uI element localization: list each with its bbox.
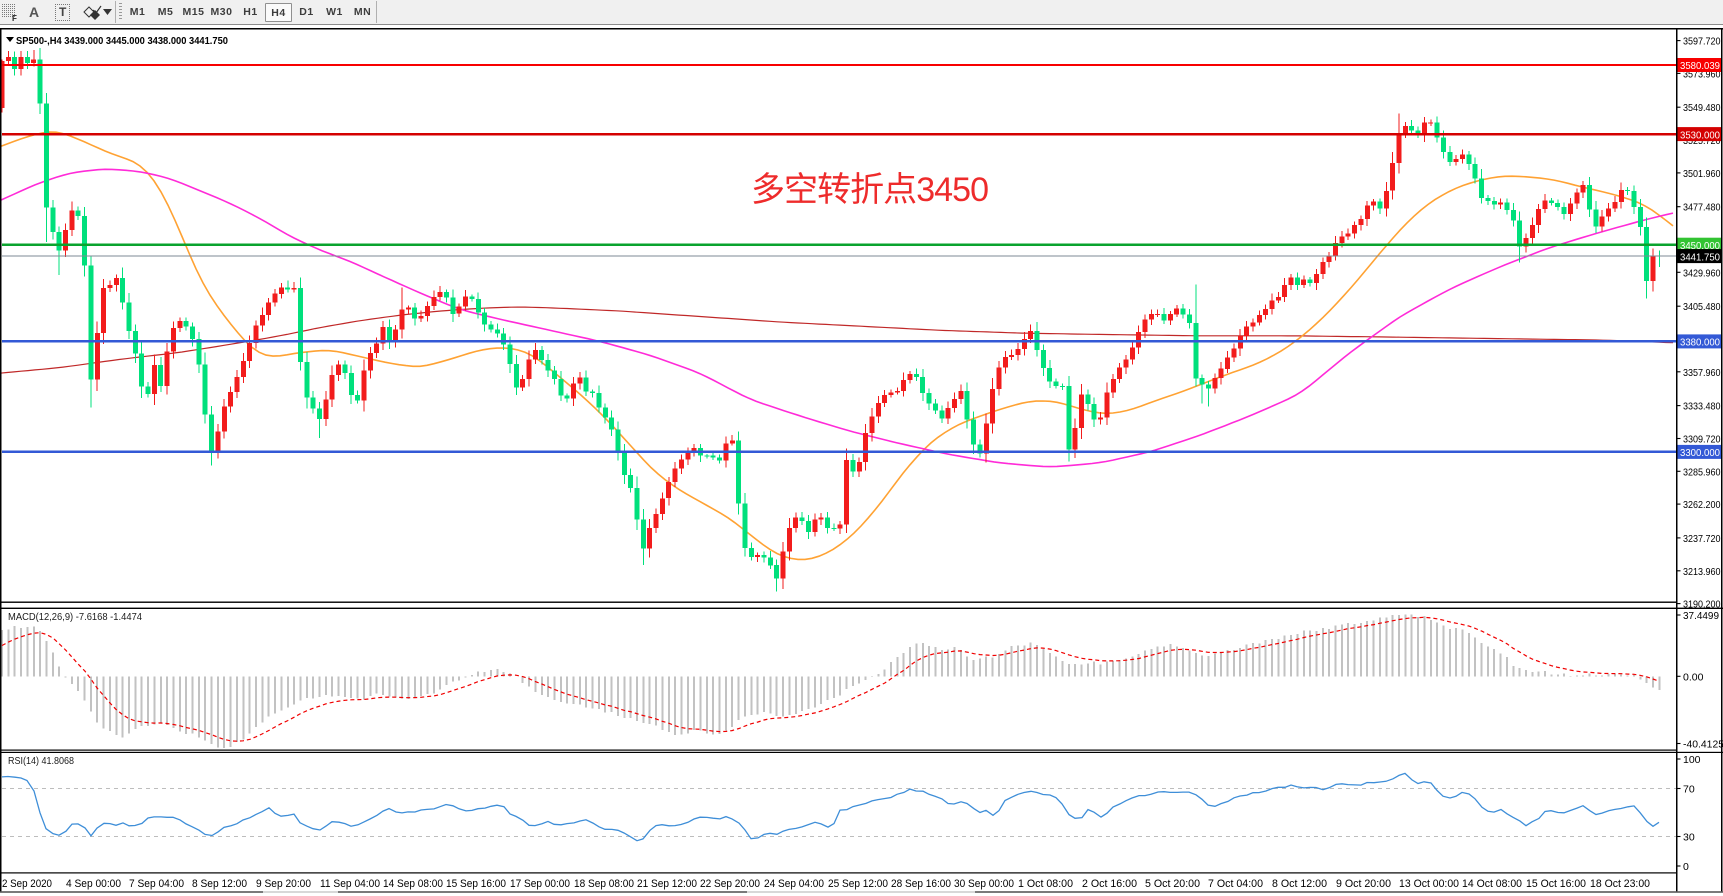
svg-text:11 Sep 04:00: 11 Sep 04:00 <box>320 878 380 890</box>
svg-text:4 Sep 00:00: 4 Sep 00:00 <box>66 878 121 890</box>
svg-text:7 Oct 04:00: 7 Oct 04:00 <box>1208 878 1263 890</box>
svg-text:2 Sep 2020: 2 Sep 2020 <box>2 878 52 890</box>
svg-text:3549.480: 3549.480 <box>1683 102 1721 114</box>
svg-text:2 Oct 16:00: 2 Oct 16:00 <box>1082 878 1137 890</box>
svg-text:多空转折点3450: 多空转折点3450 <box>751 171 989 209</box>
svg-text:SP500-,H4 3439.000 3445.000 3: SP500-,H4 3439.000 3445.000 3438.000 344… <box>16 35 228 47</box>
svg-text:3380.000: 3380.000 <box>1680 337 1720 349</box>
svg-text:13 Oct 00:00: 13 Oct 00:00 <box>1399 878 1459 890</box>
svg-text:3357.960: 3357.960 <box>1683 367 1721 379</box>
svg-text:8 Sep 12:00: 8 Sep 12:00 <box>192 878 247 890</box>
svg-text:100: 100 <box>1683 754 1701 766</box>
svg-text:25 Sep 12:00: 25 Sep 12:00 <box>828 878 888 890</box>
svg-text:3429.960: 3429.960 <box>1683 267 1721 279</box>
svg-text:9 Sep 20:00: 9 Sep 20:00 <box>256 878 311 890</box>
svg-text:1 Oct 08:00: 1 Oct 08:00 <box>1018 878 1073 890</box>
svg-text:3237.720: 3237.720 <box>1683 533 1721 545</box>
svg-text:3333.480: 3333.480 <box>1683 401 1721 413</box>
svg-text:15 Sep 16:00: 15 Sep 16:00 <box>446 878 506 890</box>
svg-text:RSI(14) 41.8068: RSI(14) 41.8068 <box>8 755 74 767</box>
svg-text:3441.750: 3441.750 <box>1680 251 1720 263</box>
svg-text:22 Sep 20:00: 22 Sep 20:00 <box>700 878 760 890</box>
svg-text:-40.4125: -40.4125 <box>1683 739 1723 751</box>
svg-text:3597.720: 3597.720 <box>1683 36 1721 48</box>
svg-text:7 Sep 04:00: 7 Sep 04:00 <box>129 878 184 890</box>
svg-text:15 Oct 16:00: 15 Oct 16:00 <box>1526 878 1586 890</box>
svg-text:8 Oct 12:00: 8 Oct 12:00 <box>1272 878 1327 890</box>
svg-text:5 Oct 20:00: 5 Oct 20:00 <box>1145 878 1200 890</box>
svg-text:3580.039: 3580.039 <box>1680 60 1720 72</box>
svg-text:14 Oct 08:00: 14 Oct 08:00 <box>1462 878 1522 890</box>
svg-text:3501.960: 3501.960 <box>1683 168 1721 180</box>
svg-text:3477.480: 3477.480 <box>1683 202 1721 214</box>
svg-text:3405.480: 3405.480 <box>1683 301 1721 313</box>
svg-text:28 Sep 16:00: 28 Sep 16:00 <box>891 878 951 890</box>
svg-text:70: 70 <box>1683 784 1695 796</box>
svg-text:F: F <box>12 14 17 22</box>
svg-text:37.4499: 37.4499 <box>1683 610 1719 622</box>
svg-text:30 Sep 00:00: 30 Sep 00:00 <box>954 878 1014 890</box>
svg-text:21 Sep 12:00: 21 Sep 12:00 <box>637 878 697 890</box>
svg-text:17 Sep 00:00: 17 Sep 00:00 <box>510 878 570 890</box>
svg-text:24 Sep 04:00: 24 Sep 04:00 <box>764 878 824 890</box>
svg-text:3530.000: 3530.000 <box>1680 129 1720 141</box>
svg-text:3309.720: 3309.720 <box>1683 434 1721 446</box>
svg-text:3300.000: 3300.000 <box>1680 447 1720 459</box>
svg-text:3213.960: 3213.960 <box>1683 566 1721 578</box>
svg-text:9 Oct 20:00: 9 Oct 20:00 <box>1336 878 1391 890</box>
svg-text:3450.000: 3450.000 <box>1680 240 1720 252</box>
svg-text:0.00: 0.00 <box>1683 671 1704 683</box>
svg-text:3262.200: 3262.200 <box>1683 499 1721 511</box>
svg-text:0: 0 <box>1683 861 1689 873</box>
svg-text:18 Oct 23:00: 18 Oct 23:00 <box>1590 878 1650 890</box>
svg-text:3190.200: 3190.200 <box>1683 599 1721 611</box>
svg-text:3285.960: 3285.960 <box>1683 466 1721 478</box>
svg-text:30: 30 <box>1683 832 1695 844</box>
svg-text:18 Sep 08:00: 18 Sep 08:00 <box>574 878 634 890</box>
svg-text:14 Sep 08:00: 14 Sep 08:00 <box>383 878 443 890</box>
svg-text:MACD(12,26,9) -7.6168 -1.4474: MACD(12,26,9) -7.6168 -1.4474 <box>8 611 142 623</box>
